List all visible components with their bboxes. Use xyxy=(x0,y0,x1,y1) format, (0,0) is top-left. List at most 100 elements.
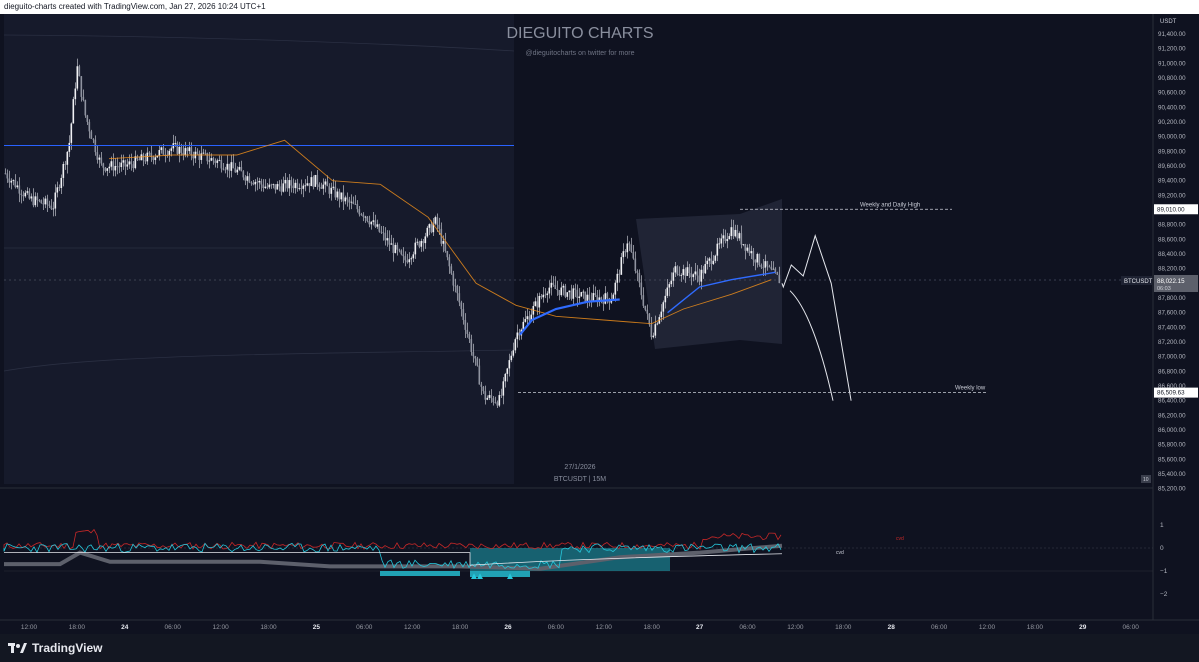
candle-body xyxy=(28,191,31,199)
osc-tick-label: 0 xyxy=(1160,545,1164,552)
candle-body xyxy=(164,154,167,156)
candle-body xyxy=(300,188,303,189)
candle-body xyxy=(84,100,87,116)
candle-body xyxy=(390,243,393,245)
candle-body xyxy=(714,255,717,261)
candle-body xyxy=(432,223,435,233)
candle-body xyxy=(472,352,475,357)
candle-body xyxy=(436,217,439,225)
candle-body xyxy=(320,187,323,189)
candle-body xyxy=(626,243,629,253)
candle-body xyxy=(606,293,609,299)
candle-body xyxy=(76,66,79,89)
candle-body xyxy=(410,258,413,260)
candle-body xyxy=(442,241,445,244)
candle-body xyxy=(600,297,603,300)
scale-button: 10 xyxy=(1143,477,1149,483)
candle-body xyxy=(752,251,755,260)
candle-body xyxy=(342,192,345,202)
price-chart[interactable]: DIEGUITO CHARTS @dieguitocharts on twitt… xyxy=(0,14,1199,634)
candle-body xyxy=(126,164,129,167)
candle-body xyxy=(14,180,17,188)
candle-body xyxy=(570,290,573,299)
candle-body xyxy=(638,272,641,283)
candle-body xyxy=(412,254,415,259)
candle-body xyxy=(64,163,67,165)
candle-body xyxy=(650,324,653,338)
candle-body xyxy=(66,151,69,165)
candle-body xyxy=(288,180,291,189)
candle-body xyxy=(480,384,483,387)
candle-body xyxy=(492,398,495,403)
candle-body xyxy=(298,188,301,189)
candle-body xyxy=(384,232,387,241)
price-tick-labels: 91,400.00 91,200.00 91,000.00 90,800.00 90,6… xyxy=(1158,31,1186,493)
candle-body xyxy=(52,208,55,210)
candle-body xyxy=(154,157,157,161)
candle-body xyxy=(418,241,421,247)
candle-body xyxy=(394,244,397,253)
candle-body xyxy=(572,288,575,299)
candle-body xyxy=(218,159,221,161)
candle-body xyxy=(196,151,199,154)
candle-body xyxy=(566,292,569,297)
price-tick-label: 89,200.00 xyxy=(1158,192,1186,199)
candle-body xyxy=(44,198,47,205)
candle-body xyxy=(724,235,727,242)
candle-body xyxy=(450,266,453,274)
candle-body xyxy=(78,66,81,77)
candle-body xyxy=(4,173,7,175)
candle-body xyxy=(686,267,689,276)
candle-body xyxy=(258,180,261,183)
price-tick-label: 89,800.00 xyxy=(1158,148,1186,155)
candle-body xyxy=(22,194,25,197)
candle-body xyxy=(344,197,347,202)
candle-body xyxy=(124,160,127,167)
candle-body xyxy=(36,196,39,201)
candle-body xyxy=(80,76,83,97)
candle-body xyxy=(304,185,307,187)
candle-body xyxy=(466,329,469,334)
price-tick-label: 85,400.00 xyxy=(1158,471,1186,478)
candle-body xyxy=(110,161,113,167)
candle-body xyxy=(402,254,405,257)
candle-body xyxy=(242,171,245,178)
candle-body xyxy=(698,275,701,282)
candle-body xyxy=(116,166,119,167)
candle-body xyxy=(158,150,161,156)
candle-body xyxy=(756,253,759,263)
candle-body xyxy=(478,365,481,385)
candle-body xyxy=(282,183,285,192)
candle-body xyxy=(702,269,705,274)
candle-body xyxy=(448,257,451,267)
price-tick-label: 87,000.00 xyxy=(1158,354,1186,361)
candle-body xyxy=(438,224,441,229)
candle-body xyxy=(130,161,133,165)
candle-body xyxy=(618,273,621,275)
candle-body xyxy=(100,157,103,164)
tradingview-logo[interactable]: TradingView xyxy=(8,641,102,655)
white-oscillator-line xyxy=(4,552,783,566)
candle-body xyxy=(654,324,657,336)
candle-body xyxy=(82,96,85,101)
candle-body xyxy=(386,238,389,241)
candle-body xyxy=(776,272,779,275)
candle-body xyxy=(26,191,29,193)
candle-body xyxy=(576,289,579,299)
candle-body xyxy=(544,294,547,296)
candle-body xyxy=(106,168,109,171)
cyan-bar-2 xyxy=(380,571,460,576)
candle-body xyxy=(274,184,277,190)
candle-body xyxy=(232,162,235,169)
candle-body xyxy=(50,205,53,209)
candle-body xyxy=(484,391,487,400)
candle-body xyxy=(642,295,645,306)
candle-body xyxy=(362,214,365,217)
candle-body xyxy=(554,284,557,289)
candle-body xyxy=(38,200,41,202)
blue-anchored-vwap-2 xyxy=(667,271,776,314)
time-tick-label: 28 xyxy=(888,624,896,631)
candle-body xyxy=(616,273,619,283)
candle-body xyxy=(640,282,643,296)
weekly-high-badge: 89,010.00 xyxy=(1157,206,1185,213)
